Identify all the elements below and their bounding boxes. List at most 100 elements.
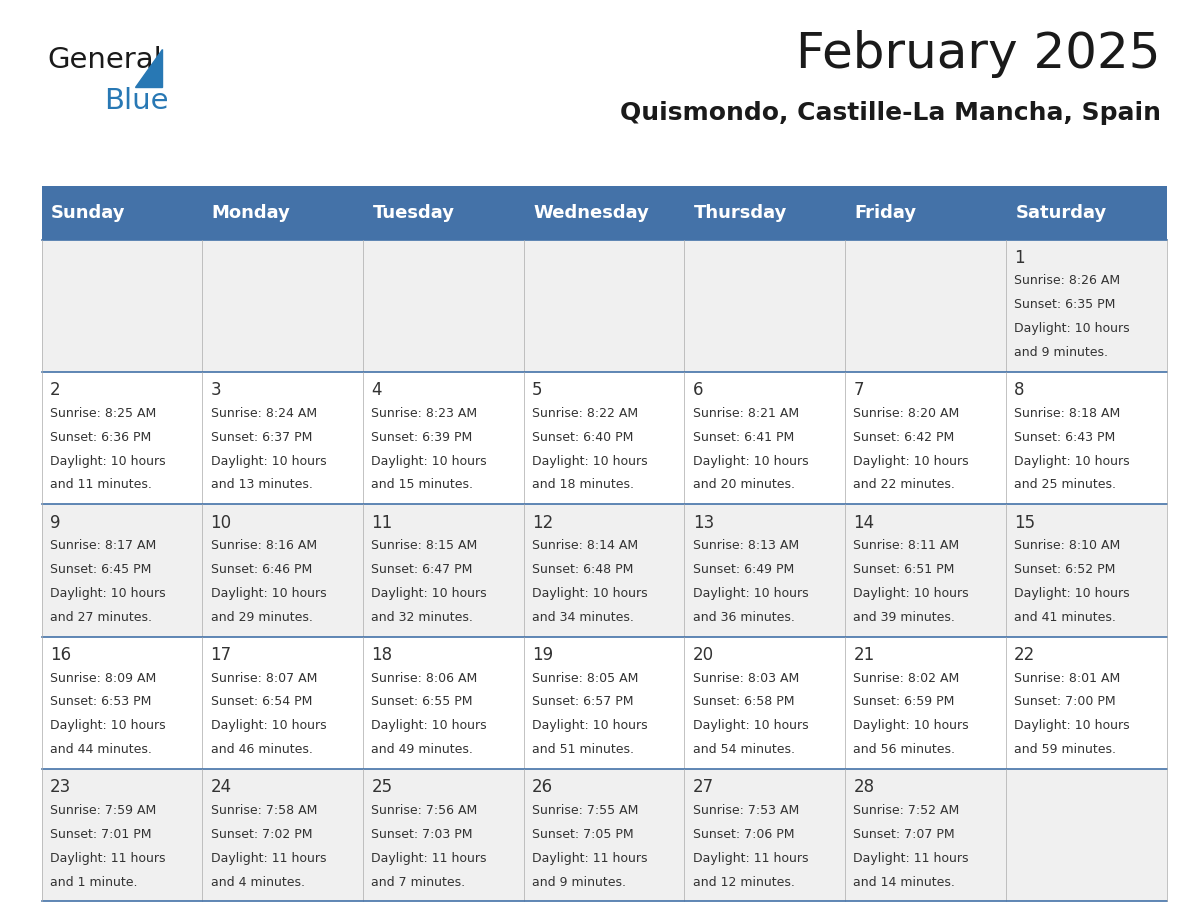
Text: Daylight: 10 hours: Daylight: 10 hours	[853, 587, 969, 600]
Text: Sunday: Sunday	[51, 204, 126, 222]
Text: Daylight: 10 hours: Daylight: 10 hours	[853, 720, 969, 733]
Text: and 14 minutes.: and 14 minutes.	[853, 876, 955, 889]
Text: and 20 minutes.: and 20 minutes.	[693, 478, 795, 491]
Text: Sunrise: 8:25 AM: Sunrise: 8:25 AM	[50, 407, 156, 420]
Text: 22: 22	[1015, 646, 1036, 664]
Text: and 49 minutes.: and 49 minutes.	[372, 744, 473, 756]
Text: Daylight: 10 hours: Daylight: 10 hours	[1015, 322, 1130, 335]
Text: Sunset: 6:58 PM: Sunset: 6:58 PM	[693, 696, 795, 709]
Text: Friday: Friday	[854, 204, 917, 222]
Text: Sunrise: 8:03 AM: Sunrise: 8:03 AM	[693, 672, 800, 685]
Text: Sunrise: 8:10 AM: Sunrise: 8:10 AM	[1015, 539, 1120, 553]
Text: 8: 8	[1015, 381, 1025, 399]
Text: and 11 minutes.: and 11 minutes.	[50, 478, 152, 491]
Text: and 9 minutes.: and 9 minutes.	[532, 876, 626, 889]
Text: 28: 28	[853, 778, 874, 796]
Text: 1: 1	[1015, 249, 1025, 267]
Text: Sunrise: 8:23 AM: Sunrise: 8:23 AM	[372, 407, 478, 420]
Text: 23: 23	[50, 778, 71, 796]
Text: 11: 11	[372, 513, 392, 532]
FancyBboxPatch shape	[42, 504, 1167, 637]
Text: Daylight: 10 hours: Daylight: 10 hours	[50, 720, 165, 733]
Text: Daylight: 11 hours: Daylight: 11 hours	[372, 852, 487, 865]
Text: Daylight: 10 hours: Daylight: 10 hours	[693, 587, 808, 600]
Text: Sunset: 7:06 PM: Sunset: 7:06 PM	[693, 828, 795, 841]
Text: Sunset: 6:53 PM: Sunset: 6:53 PM	[50, 696, 151, 709]
Text: Sunset: 7:01 PM: Sunset: 7:01 PM	[50, 828, 151, 841]
Text: Sunset: 6:46 PM: Sunset: 6:46 PM	[210, 563, 312, 577]
Text: and 29 minutes.: and 29 minutes.	[210, 610, 312, 624]
Text: 2: 2	[50, 381, 61, 399]
Text: 19: 19	[532, 646, 554, 664]
Text: Daylight: 11 hours: Daylight: 11 hours	[693, 852, 808, 865]
Text: Sunset: 6:47 PM: Sunset: 6:47 PM	[372, 563, 473, 577]
Text: and 44 minutes.: and 44 minutes.	[50, 744, 152, 756]
Text: Daylight: 10 hours: Daylight: 10 hours	[372, 587, 487, 600]
Text: Sunset: 6:42 PM: Sunset: 6:42 PM	[853, 431, 955, 443]
Text: Daylight: 10 hours: Daylight: 10 hours	[210, 454, 327, 467]
Text: and 41 minutes.: and 41 minutes.	[1015, 610, 1116, 624]
FancyBboxPatch shape	[42, 769, 1167, 901]
Text: Sunset: 6:41 PM: Sunset: 6:41 PM	[693, 431, 794, 443]
Text: Sunset: 7:05 PM: Sunset: 7:05 PM	[532, 828, 633, 841]
Polygon shape	[135, 49, 162, 87]
Text: 15: 15	[1015, 513, 1035, 532]
Text: 21: 21	[853, 646, 874, 664]
FancyBboxPatch shape	[42, 240, 1167, 372]
Text: 9: 9	[50, 513, 61, 532]
Text: Sunset: 6:43 PM: Sunset: 6:43 PM	[1015, 431, 1116, 443]
Text: General: General	[48, 46, 163, 74]
Text: and 54 minutes.: and 54 minutes.	[693, 744, 795, 756]
Text: 14: 14	[853, 513, 874, 532]
Text: Sunrise: 8:02 AM: Sunrise: 8:02 AM	[853, 672, 960, 685]
Text: Blue: Blue	[105, 87, 169, 116]
Text: 5: 5	[532, 381, 543, 399]
Text: Sunset: 6:52 PM: Sunset: 6:52 PM	[1015, 563, 1116, 577]
Text: Sunrise: 7:53 AM: Sunrise: 7:53 AM	[693, 804, 800, 817]
Text: Sunset: 6:39 PM: Sunset: 6:39 PM	[372, 431, 473, 443]
Text: Sunset: 6:37 PM: Sunset: 6:37 PM	[210, 431, 312, 443]
Text: Daylight: 10 hours: Daylight: 10 hours	[532, 720, 647, 733]
Text: and 56 minutes.: and 56 minutes.	[853, 744, 955, 756]
Text: Daylight: 10 hours: Daylight: 10 hours	[1015, 454, 1130, 467]
Text: Daylight: 10 hours: Daylight: 10 hours	[1015, 587, 1130, 600]
Text: Sunrise: 8:05 AM: Sunrise: 8:05 AM	[532, 672, 638, 685]
Text: Sunset: 7:00 PM: Sunset: 7:00 PM	[1015, 696, 1116, 709]
Text: 25: 25	[372, 778, 392, 796]
Text: Daylight: 10 hours: Daylight: 10 hours	[372, 454, 487, 467]
Text: 17: 17	[210, 646, 232, 664]
Text: and 36 minutes.: and 36 minutes.	[693, 610, 795, 624]
Text: Sunrise: 7:59 AM: Sunrise: 7:59 AM	[50, 804, 156, 817]
Text: Sunrise: 8:24 AM: Sunrise: 8:24 AM	[210, 407, 317, 420]
Text: Sunrise: 7:58 AM: Sunrise: 7:58 AM	[210, 804, 317, 817]
Text: Sunset: 6:36 PM: Sunset: 6:36 PM	[50, 431, 151, 443]
Text: Wednesday: Wednesday	[533, 204, 649, 222]
Text: Sunset: 6:57 PM: Sunset: 6:57 PM	[532, 696, 633, 709]
Text: Sunset: 6:48 PM: Sunset: 6:48 PM	[532, 563, 633, 577]
Text: Tuesday: Tuesday	[373, 204, 455, 222]
Text: Daylight: 10 hours: Daylight: 10 hours	[853, 454, 969, 467]
Text: Thursday: Thursday	[694, 204, 788, 222]
Text: Daylight: 10 hours: Daylight: 10 hours	[693, 720, 808, 733]
Text: Daylight: 10 hours: Daylight: 10 hours	[532, 454, 647, 467]
Text: and 51 minutes.: and 51 minutes.	[532, 744, 634, 756]
Text: 27: 27	[693, 778, 714, 796]
Text: 24: 24	[210, 778, 232, 796]
Text: Sunrise: 8:17 AM: Sunrise: 8:17 AM	[50, 539, 156, 553]
Text: February 2025: February 2025	[796, 30, 1161, 78]
Text: Sunrise: 8:20 AM: Sunrise: 8:20 AM	[853, 407, 960, 420]
Text: Sunrise: 8:15 AM: Sunrise: 8:15 AM	[372, 539, 478, 553]
Text: 13: 13	[693, 513, 714, 532]
Text: Sunset: 7:03 PM: Sunset: 7:03 PM	[372, 828, 473, 841]
Text: and 18 minutes.: and 18 minutes.	[532, 478, 634, 491]
Text: and 12 minutes.: and 12 minutes.	[693, 876, 795, 889]
Text: and 46 minutes.: and 46 minutes.	[210, 744, 312, 756]
Text: Daylight: 10 hours: Daylight: 10 hours	[693, 454, 808, 467]
Text: Sunset: 6:49 PM: Sunset: 6:49 PM	[693, 563, 794, 577]
Text: Daylight: 10 hours: Daylight: 10 hours	[372, 720, 487, 733]
FancyBboxPatch shape	[42, 186, 1167, 240]
Text: and 22 minutes.: and 22 minutes.	[853, 478, 955, 491]
Text: and 15 minutes.: and 15 minutes.	[372, 478, 473, 491]
Text: 6: 6	[693, 381, 703, 399]
Text: and 39 minutes.: and 39 minutes.	[853, 610, 955, 624]
